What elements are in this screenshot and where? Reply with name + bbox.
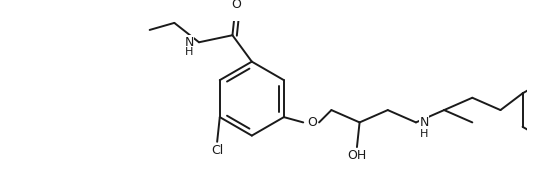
Text: H: H xyxy=(419,129,428,139)
Text: N: N xyxy=(419,116,429,129)
Text: N: N xyxy=(184,36,194,49)
Text: O: O xyxy=(307,116,317,129)
Text: Cl: Cl xyxy=(211,144,223,157)
Text: O: O xyxy=(231,0,241,11)
Text: H: H xyxy=(185,47,194,57)
Text: OH: OH xyxy=(347,149,367,162)
